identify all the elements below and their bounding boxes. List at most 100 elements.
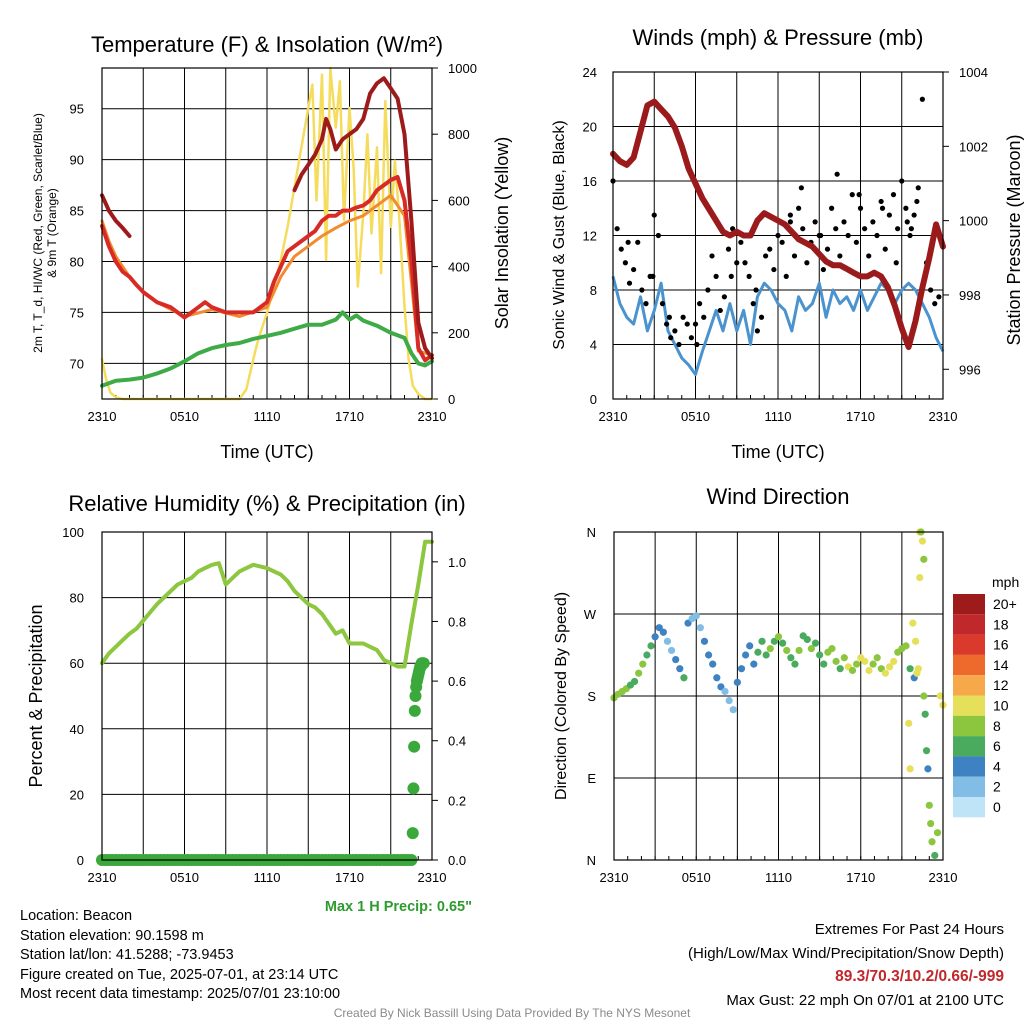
colorbar-swatch	[953, 776, 985, 797]
y-tick-label: 90	[70, 153, 84, 168]
colorbar-label: 4	[993, 758, 1001, 774]
direction-point	[676, 665, 684, 673]
gust-point	[862, 226, 868, 232]
x-tick-label: 2310	[418, 870, 447, 885]
gust-point	[635, 239, 641, 245]
x-tick-label: 1710	[846, 409, 875, 424]
gust-point	[639, 287, 645, 293]
direction-point	[651, 633, 659, 641]
colorbar-label: 20+	[993, 596, 1017, 612]
gust-point	[771, 266, 777, 273]
gust-point	[676, 341, 682, 348]
direction-point	[927, 819, 935, 828]
direction-point	[909, 619, 917, 627]
y-tick-label: E	[587, 771, 596, 786]
y2-tick-label: 0.8	[448, 614, 466, 629]
gust-point	[758, 314, 765, 320]
gust-point	[903, 205, 909, 211]
direction-point	[902, 642, 910, 650]
y2-tick-label: 1000	[959, 214, 988, 229]
gust-point	[787, 219, 793, 225]
gust-point	[742, 260, 748, 266]
gust-point	[911, 212, 917, 218]
direction-point	[836, 665, 844, 673]
direction-point	[729, 706, 737, 714]
gust-point	[688, 335, 694, 341]
x-axis-label: Time (UTC)	[220, 442, 313, 462]
gust-point	[614, 226, 620, 232]
gust-point	[829, 205, 835, 211]
y2-tick-label: 1002	[959, 139, 988, 154]
direction-point	[647, 642, 655, 650]
gust-point	[783, 273, 789, 279]
y-tick-label: 8	[590, 283, 597, 298]
x-tick-label: 0510	[682, 870, 711, 885]
gust-point	[672, 328, 678, 334]
direction-point	[920, 692, 928, 700]
direction-point	[816, 651, 824, 659]
y2-tick-label: 0.2	[448, 793, 466, 808]
direction-point	[630, 677, 639, 686]
extremes-info: Extremes For Past 24 Hours (High/Low/Max…	[688, 918, 1004, 1012]
y2-tick-label: 600	[448, 193, 470, 208]
x-tick-label: 0510	[681, 409, 710, 424]
direction-point	[906, 765, 914, 773]
direction-point	[635, 669, 643, 677]
y-tick-label: 95	[70, 102, 84, 117]
gust-point	[857, 205, 864, 211]
colorbar-label: 8	[993, 718, 1001, 734]
gust-point	[684, 321, 690, 327]
colorbar-swatch	[953, 736, 985, 757]
direction-point	[861, 657, 869, 665]
gust-point	[622, 260, 628, 266]
gust-point	[834, 171, 840, 177]
direction-point	[905, 719, 913, 727]
latlon-text: Station lat/lon: 41.5288; -73.9453	[20, 947, 234, 963]
direction-point	[783, 646, 791, 655]
colorbar-swatch	[953, 654, 985, 676]
direction-point	[820, 660, 828, 668]
gust-point	[734, 260, 740, 266]
series-line-heat-index	[100, 76, 434, 361]
x-tick-label: 2310	[418, 409, 447, 424]
direction-point	[667, 646, 676, 655]
gust-point	[651, 212, 657, 218]
gust-point	[625, 239, 631, 245]
y-axis-label: Direction (Colored By Speed)	[553, 592, 570, 800]
direction-point	[869, 660, 877, 668]
direction-point	[840, 654, 848, 662]
direction-point	[746, 642, 754, 650]
x-axis-label: Time (UTC)	[731, 442, 824, 462]
colorbar-swatch	[953, 594, 985, 615]
series-line-dewpoint	[100, 310, 434, 388]
plot-frame	[101, 67, 433, 400]
colorbar-label: 2	[993, 779, 1001, 795]
direction-point	[828, 645, 836, 653]
direction-point	[885, 663, 894, 671]
direction-point	[680, 674, 688, 682]
series-line-relative-humidity	[100, 539, 434, 669]
gust-point	[879, 205, 886, 211]
colorbar-swatch	[953, 675, 985, 696]
direction-point	[853, 660, 861, 668]
x-tick-label: 2310	[88, 870, 117, 885]
direction-point	[832, 657, 840, 665]
direction-point	[742, 651, 750, 659]
gust-point	[853, 239, 859, 245]
chart-title: Winds (mph) & Pressure (mb)	[633, 25, 924, 50]
y-axis-label-2: & 9m T (Orange)	[45, 188, 59, 278]
gust-point	[919, 96, 925, 102]
extremes-title: Extremes For Past 24 Hours	[814, 921, 1004, 938]
y-tick-label: 12	[583, 229, 597, 244]
precip-point	[407, 782, 420, 795]
direction-point	[811, 639, 820, 647]
direction-point	[672, 655, 680, 664]
direction-point	[762, 651, 770, 659]
direction-point	[737, 665, 746, 673]
direction-point	[643, 651, 651, 659]
direction-point	[914, 665, 922, 673]
gust-point	[886, 212, 892, 218]
